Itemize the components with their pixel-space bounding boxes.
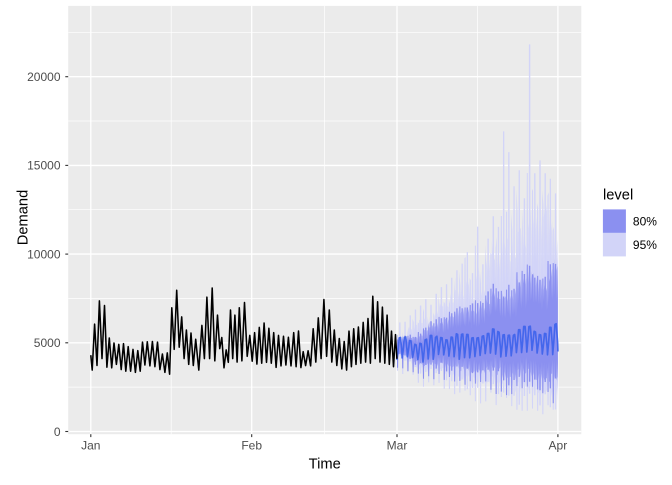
svg-text:0: 0 — [54, 425, 61, 439]
svg-text:Apr: Apr — [549, 439, 568, 453]
svg-text:15000: 15000 — [27, 159, 61, 173]
svg-text:80%: 80% — [633, 215, 657, 229]
svg-text:level: level — [603, 188, 633, 204]
svg-text:Jan: Jan — [81, 439, 100, 453]
svg-text:5000: 5000 — [34, 336, 61, 350]
svg-text:20000: 20000 — [27, 70, 61, 84]
svg-text:Demand: Demand — [16, 190, 32, 246]
svg-text:Feb: Feb — [241, 439, 262, 453]
svg-text:95%: 95% — [633, 238, 657, 252]
svg-text:Time: Time — [309, 457, 341, 473]
svg-text:10000: 10000 — [27, 247, 61, 261]
svg-text:Mar: Mar — [387, 439, 408, 453]
